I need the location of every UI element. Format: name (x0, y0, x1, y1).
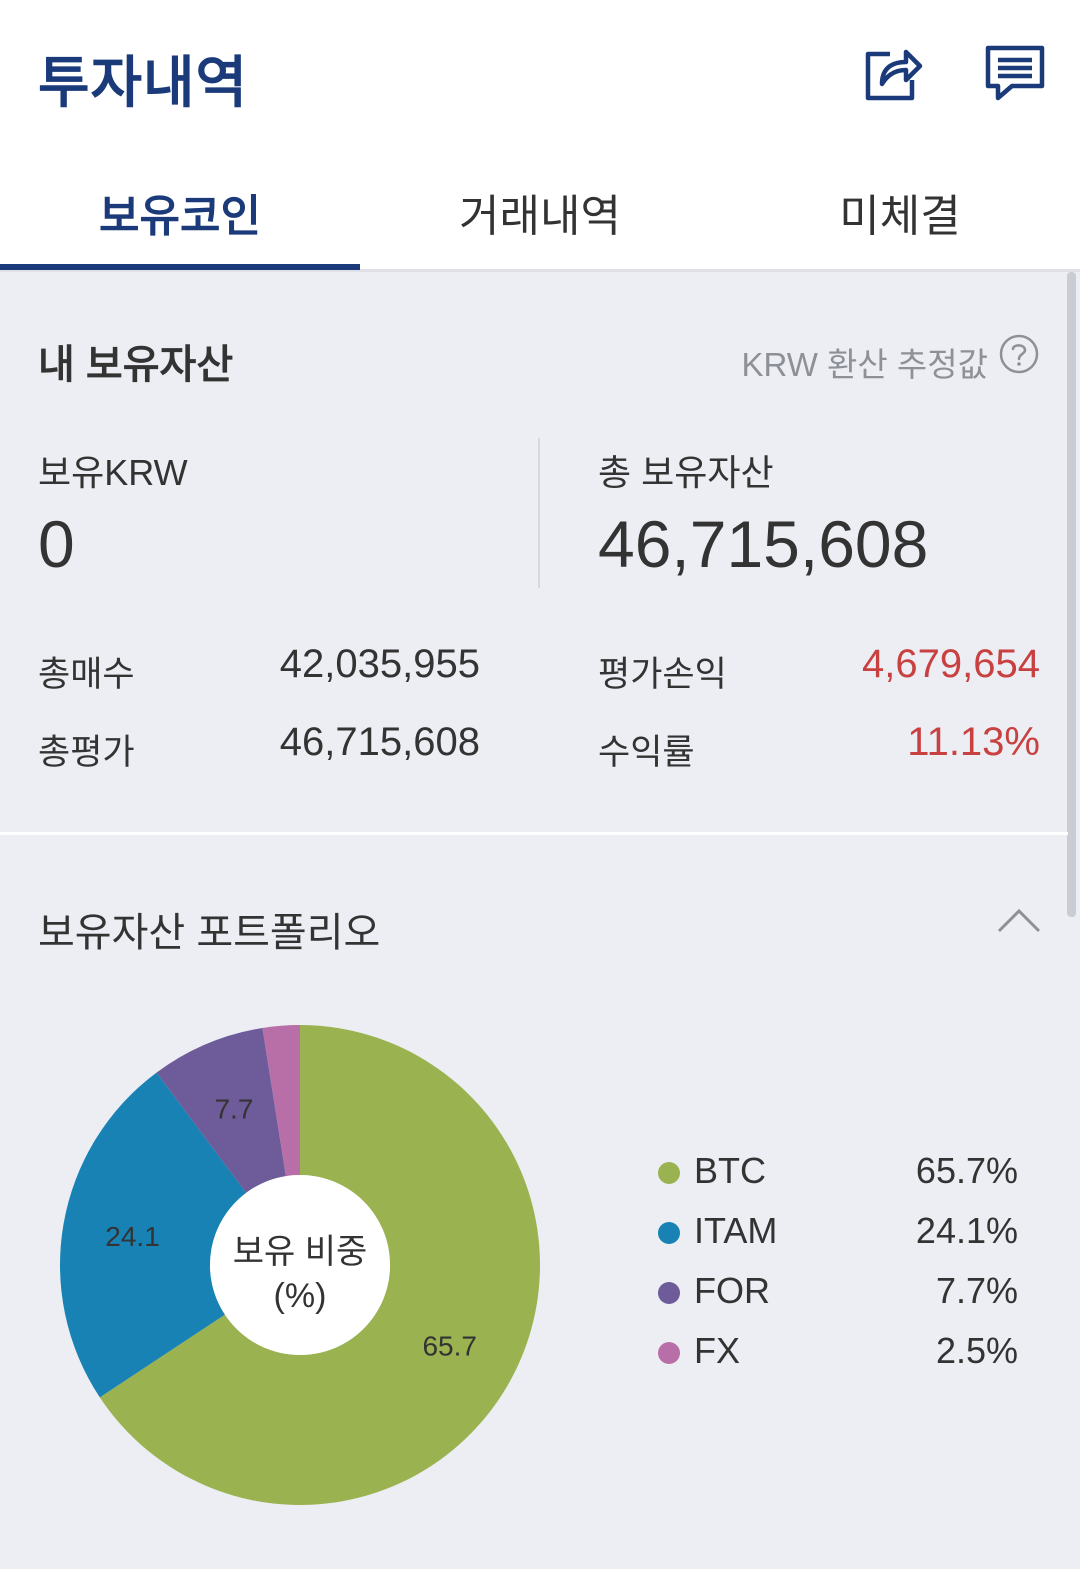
app-header: 투자내역 (0, 0, 1080, 150)
legend-label: ITAM (694, 1210, 778, 1251)
legend-item-for: FOR 7.7% (658, 1270, 1028, 1318)
krw-estimate-hint: KRW 환산 추정값 (741, 346, 988, 383)
legend-value: 24.1% (915, 1210, 1018, 1251)
legend-swatch (658, 1222, 680, 1244)
data-label-for: 7.7 (214, 1093, 253, 1124)
scrollbar[interactable] (1067, 272, 1076, 917)
legend-label: FX (694, 1330, 741, 1371)
total-eval-value: 46,715,608 (279, 720, 480, 764)
legend-item-itam: ITAM 24.1% (658, 1210, 1028, 1258)
tab-bar: 보유코인 거래내역 미체결 (0, 150, 1080, 272)
slice-for[interactable] (156, 1027, 286, 1193)
legend-item-btc: BTC 65.7% (658, 1150, 1028, 1198)
legend-item-fx: FX 2.5% (658, 1330, 1028, 1378)
krw-balance-label: 보유KRW (38, 452, 188, 493)
slice-itam[interactable] (59, 1072, 247, 1398)
legend-value: 2.5% (935, 1330, 1018, 1371)
profit-label: 평가손익 (598, 655, 727, 694)
tab-holdings[interactable]: 보유코인 (99, 192, 261, 241)
total-assets-label: 총 보유자산 (598, 452, 774, 493)
chat-icon[interactable] (982, 40, 1048, 106)
return-rate-label: 수익률 (598, 733, 695, 772)
total-assets-value: 46,715,608 (598, 507, 929, 581)
legend-swatch (658, 1282, 680, 1304)
legend-label: FOR (694, 1270, 770, 1311)
legend-value: 7.7% (935, 1270, 1018, 1311)
legend-value: 65.7% (915, 1150, 1018, 1191)
active-tab-indicator (0, 264, 360, 270)
legend-label: BTC (694, 1150, 766, 1191)
profit-value: 4,679,654 (862, 642, 1040, 686)
chevron-up-icon[interactable] (996, 905, 1042, 935)
total-eval-label: 총평가 (38, 733, 135, 772)
krw-balance-value: 0 (38, 507, 75, 581)
assets-title: 내 보유자산 (38, 343, 234, 387)
donut-center-label: 보유 비중 (233, 1233, 368, 1271)
portfolio-donut-chart: 65.7 24.1 7.7 보유 비중 (%) (59, 1025, 541, 1505)
tab-pending[interactable]: 미체결 (839, 192, 961, 241)
section-divider (0, 832, 1068, 835)
help-circle-icon[interactable] (998, 333, 1040, 375)
donut-center-unit: (%) (274, 1277, 327, 1315)
donut-hole (210, 1175, 390, 1355)
data-label-itam: 24.1 (105, 1221, 160, 1252)
total-buy-label: 총매수 (38, 655, 135, 694)
vertical-divider (538, 438, 540, 588)
slice-btc[interactable] (99, 1025, 541, 1505)
legend-swatch (658, 1342, 680, 1364)
page-title: 투자내역 (38, 51, 249, 114)
total-buy-value: 42,035,955 (279, 642, 480, 686)
tab-transactions[interactable]: 거래내역 (459, 192, 621, 241)
data-label-btc: 65.7 (422, 1330, 477, 1361)
legend-swatch (658, 1162, 680, 1184)
return-rate-value: 11.13% (907, 720, 1040, 764)
portfolio-title: 보유자산 포트폴리오 (38, 911, 381, 955)
share-icon[interactable] (860, 40, 926, 106)
slice-fx[interactable] (262, 1025, 300, 1177)
